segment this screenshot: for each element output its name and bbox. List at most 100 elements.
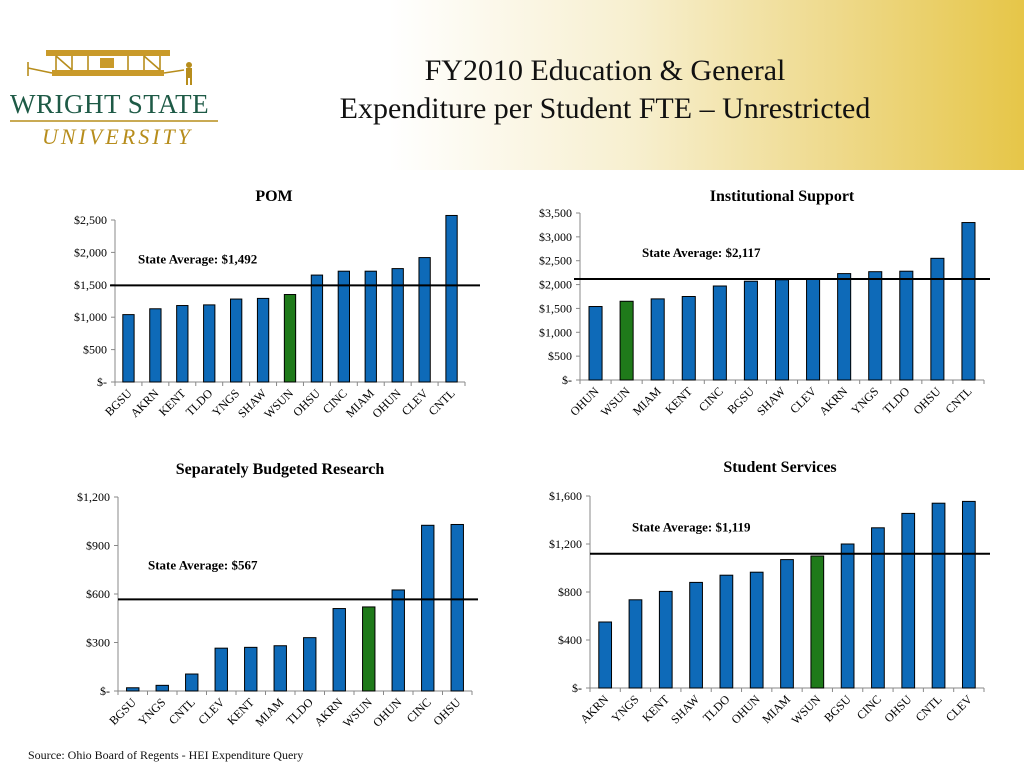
page-title: FY2010 Education & General Expenditure p… <box>240 52 970 128</box>
chart-pom: POM$-$500$1,000$1,500$2,000$2,500BGSUAKR… <box>74 188 480 421</box>
wright-flyer-icon <box>27 50 185 76</box>
y-tick-label: $- <box>100 684 110 698</box>
bar-cntl <box>445 214 458 383</box>
x-tick-label: CLEV <box>943 692 975 724</box>
x-tick-label: OHUN <box>728 692 763 727</box>
y-tick-label: $1,000 <box>539 325 572 339</box>
state-average-label: State Average: $567 <box>148 557 258 572</box>
x-tick-label: CINC <box>404 695 434 725</box>
x-tick-label: OHSU <box>430 695 463 728</box>
x-tick-label: BGSU <box>106 695 139 728</box>
x-tick-label: MIAM <box>630 384 664 418</box>
y-tick-label: $- <box>562 373 572 387</box>
chart-student-services: Student Services $- $400 $800 $1,200 $1,600 AK… <box>549 459 990 727</box>
x-tick-label: SHAW <box>754 384 789 419</box>
x-tick-label: KENT <box>156 386 189 419</box>
chart-title: Student Services <box>723 459 836 476</box>
bar-wsun <box>283 294 297 383</box>
x-tick-label: CINC <box>696 384 726 414</box>
logo-wordmark-wright-state: WRIGHT STATE <box>10 89 209 119</box>
bar-kent <box>244 646 258 692</box>
x-tick-label: YNGS <box>848 384 881 417</box>
bar-ohun <box>391 268 404 383</box>
bar-ohun <box>588 306 603 381</box>
x-tick-label: OHUN <box>567 384 602 419</box>
x-tick-label: MIAM <box>252 695 286 729</box>
bar-tldo <box>899 270 914 381</box>
y-tick-label: $900 <box>86 539 110 553</box>
bar-kent <box>176 305 189 383</box>
y-tick-label: $1,600 <box>549 489 582 503</box>
x-tick-label: OHSU <box>911 384 944 417</box>
logo-wordmark-university: UNIVERSITY <box>42 124 193 149</box>
x-tick-label: CNTL <box>913 692 945 724</box>
bar-yngs <box>868 271 883 381</box>
x-tick-label: AKRN <box>816 384 850 418</box>
source-note: Source: Ohio Board of Regents - HEI Expe… <box>28 748 304 762</box>
bar-miam <box>364 270 377 383</box>
chart-separately-budgeted-research: Separately Budgeted Research $- $300 $600 $9… <box>77 461 478 730</box>
y-tick-label: $300 <box>86 636 110 650</box>
y-tick-label: $800 <box>558 585 582 599</box>
x-tick-label: AKRN <box>577 692 611 726</box>
x-tick-label: BGSU <box>821 692 854 725</box>
y-tick-label: $2,500 <box>539 254 572 268</box>
x-tick-label: CLEV <box>787 384 819 416</box>
x-tick-label: CNTL <box>426 386 458 418</box>
chart-title: Separately Budgeted Research <box>176 461 385 478</box>
bar-yngs <box>155 684 169 692</box>
bar-ohsu <box>450 523 464 692</box>
bar-tldo <box>303 637 317 692</box>
y-tick-label: $1,500 <box>539 301 572 315</box>
bar-cntl <box>185 673 199 692</box>
x-tick-label: AKRN <box>311 695 345 729</box>
title-line-2: Expenditure per Student FTE – Unrestrict… <box>339 92 871 125</box>
y-tick-label: $500 <box>83 343 107 357</box>
x-tick-label: KENT <box>639 692 672 725</box>
state-average-label: State Average: $1,492 <box>138 251 257 266</box>
x-tick-label: SHAW <box>668 692 703 727</box>
bar-ohsu <box>310 274 324 383</box>
bar-clev <box>214 647 228 692</box>
bar-clev <box>961 500 976 689</box>
bar-akrn <box>149 308 162 383</box>
x-tick-label: OHSU <box>290 386 323 419</box>
y-tick-label: $600 <box>86 587 110 601</box>
x-tick-label: TLDO <box>283 695 316 728</box>
bar-yngs <box>628 599 643 689</box>
y-tick-label: $- <box>572 681 582 695</box>
bar-akrn <box>598 621 613 689</box>
bar-akrn <box>837 273 852 381</box>
bar-ohun <box>749 571 764 689</box>
x-tick-label: KENT <box>224 695 257 728</box>
y-tick-label: $2,000 <box>74 245 107 259</box>
x-tick-label: KENT <box>662 384 695 417</box>
bar-shaw <box>256 297 270 383</box>
x-tick-label: WSUN <box>340 695 375 730</box>
bar-ohsu <box>901 512 916 689</box>
bar-wsun <box>619 300 634 381</box>
x-tick-label: OHUN <box>370 695 405 730</box>
y-tick-label: $1,500 <box>74 278 107 292</box>
bar-shaw <box>774 279 790 381</box>
state-average-label: State Average: $2,117 <box>642 245 761 260</box>
x-tick-label: WSUN <box>261 386 296 421</box>
bar-cinc <box>712 285 727 381</box>
y-tick-label: $- <box>97 375 107 389</box>
x-tick-label: YNGS <box>135 695 168 728</box>
state-average-label: State Average: $1,119 <box>632 520 751 535</box>
person-icon <box>186 62 192 85</box>
y-tick-label: $2,500 <box>74 213 107 227</box>
bar-clev <box>418 257 431 383</box>
x-tick-label: YNGS <box>609 692 642 725</box>
bar-yngs <box>230 298 243 383</box>
x-tick-label: CLEV <box>195 695 227 727</box>
bar-clev <box>806 278 821 381</box>
bar-wsun <box>810 555 825 689</box>
bar-ohun <box>391 589 405 692</box>
x-tick-label: CLEV <box>399 386 431 418</box>
bar-tldo <box>719 574 734 689</box>
x-tick-label: BGSU <box>725 384 758 417</box>
wright-state-logo: WRIGHT STATE UNIVERSITY <box>10 50 218 149</box>
y-tick-label: $1,200 <box>77 490 110 504</box>
